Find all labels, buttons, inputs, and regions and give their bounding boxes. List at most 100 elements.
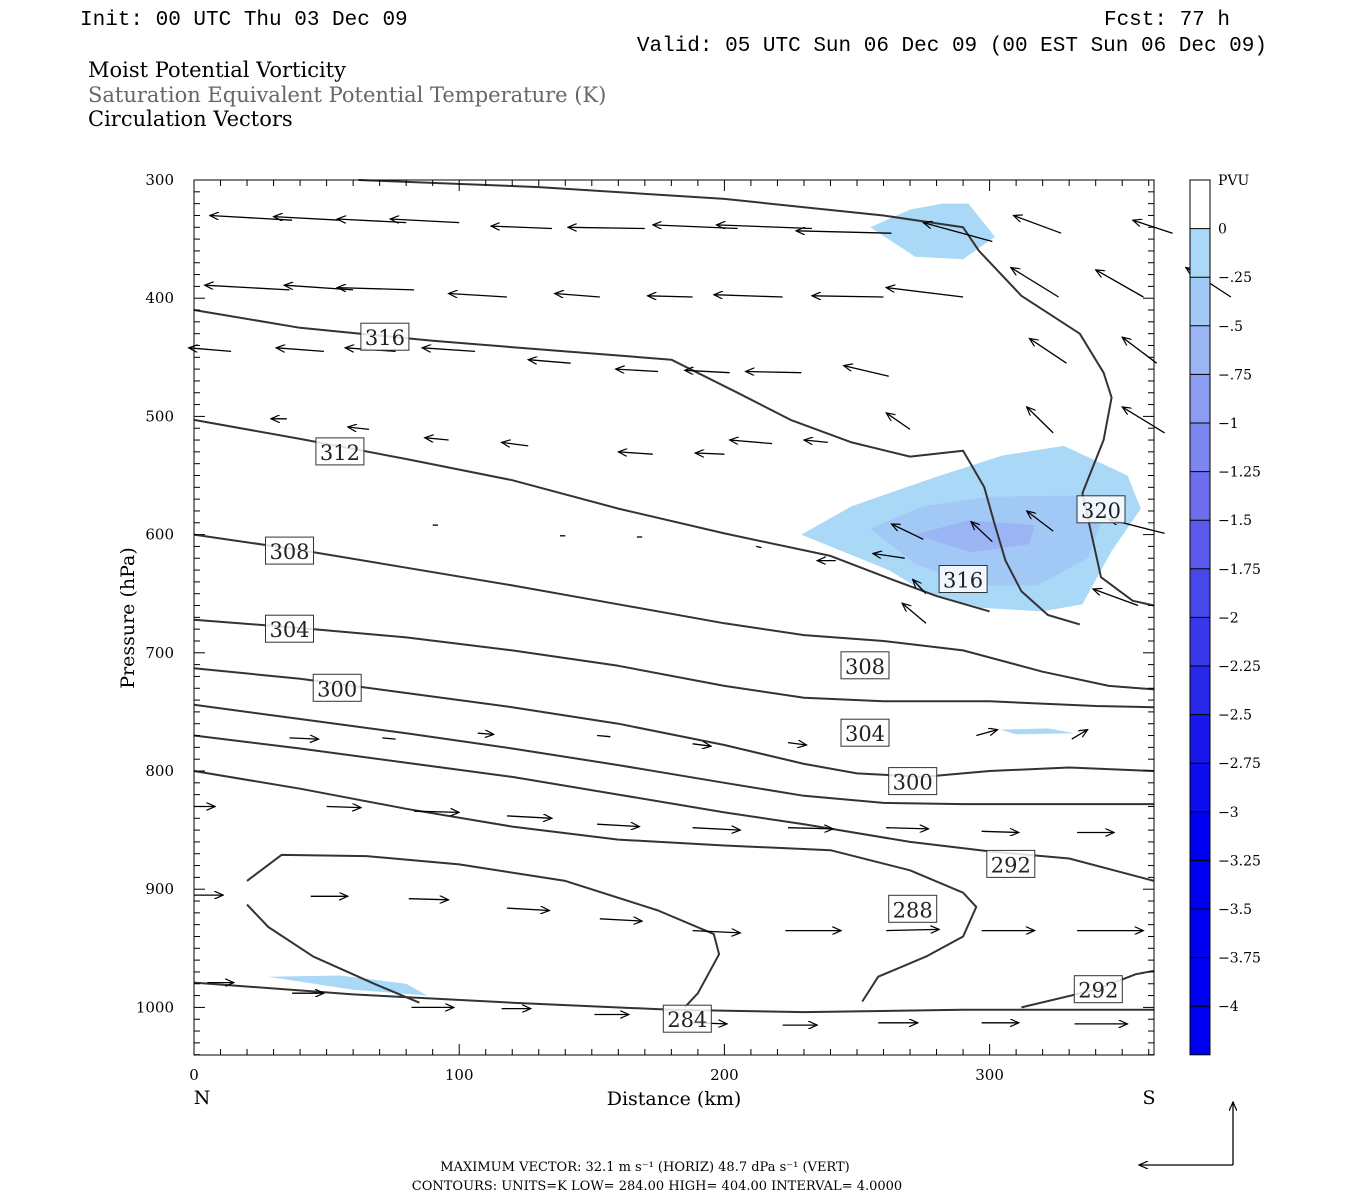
circulation-vector: [1093, 589, 1139, 607]
contour-label: 304: [265, 614, 314, 643]
theta-es-contour: [193, 703, 1154, 806]
circulation-vector: [692, 931, 741, 933]
contour-label: 312: [315, 437, 365, 466]
reference-vector: [1139, 1102, 1233, 1165]
contour-label-text: 312: [320, 441, 360, 465]
circulation-vector: [804, 440, 828, 442]
contour-label-text: 292: [991, 853, 1031, 877]
circulation-vector: [913, 580, 927, 595]
circulation-vector: [695, 453, 725, 454]
colorbar: 0 −.25 −.5 −.75 −1 −1.25 −1.5 −1.75 −2 −2.25 −2.5 −…: [1189, 179, 1261, 1056]
circulation-vector: [714, 295, 783, 297]
colorbar-swatch: [1190, 180, 1210, 229]
colorbar-swatch: [1190, 763, 1210, 812]
circulation-vector: [1027, 511, 1054, 532]
y-tick-label: 500: [145, 407, 174, 425]
colorbar-swatch: [1190, 277, 1210, 326]
circulation-vector: [408, 899, 449, 900]
circulation-vector: [189, 348, 232, 352]
circulation-vector: [892, 524, 924, 540]
contour-label-box: [360, 322, 410, 351]
contour-label-box: [840, 651, 890, 680]
vector-layer: [189, 216, 1232, 1026]
contour-label-box: [1073, 975, 1123, 1004]
circulation-vector: [886, 413, 911, 430]
colorbar-label: −2.25: [1218, 659, 1261, 675]
x-axis-label: Distance (km): [607, 1088, 742, 1110]
contour-label: 316: [360, 322, 410, 351]
contour-label-box: [662, 1004, 712, 1033]
circulation-vector: [1027, 407, 1054, 434]
contour-label: 292: [1073, 975, 1123, 1004]
contour-label-text: 308: [269, 540, 309, 564]
contour-label: 288: [888, 894, 938, 923]
field-name-mpv: Moist Potential Vorticity: [88, 58, 346, 82]
colorbar-swatch: [1190, 714, 1210, 764]
circulation-vector: [1122, 407, 1165, 434]
contour-label-text: 284: [667, 1008, 707, 1032]
circulation-vector: [685, 370, 730, 372]
circulation-vector: [449, 294, 507, 298]
circulation-vector: [502, 442, 529, 446]
contour-label: 308: [840, 651, 890, 680]
circulation-vector: [597, 824, 639, 826]
circulation-vector: [787, 743, 807, 745]
pv-shaded-region: [915, 520, 1035, 553]
contour-label-layer: 316 312 308 304 300 308 304 300 292 288 284 292 320 3…: [265, 322, 1126, 1033]
contour-label-text: 304: [269, 618, 309, 642]
circulation-vector: [616, 369, 659, 371]
circulation-vector: [902, 603, 927, 624]
circulation-vector: [923, 223, 993, 243]
circulation-vector: [289, 738, 319, 739]
circulation-vector: [390, 219, 460, 223]
contour-label-text: 292: [1078, 979, 1118, 1003]
circulation-vector: [274, 217, 340, 221]
contour-label-box: [938, 565, 988, 593]
contour-label: 320: [1076, 495, 1126, 524]
theta-es-contour: [193, 533, 1155, 691]
max-vector-note: MAXIMUM VECTOR: 32.1 m s⁻¹ (HORIZ) 48.7 …: [440, 1160, 849, 1175]
theta-es-contour: [246, 853, 721, 1009]
colorbar-title: PVU: [1218, 173, 1250, 189]
x-tick-label: 300: [975, 1066, 1004, 1084]
circulation-vector: [692, 828, 741, 830]
colorbar-swatch: [1190, 909, 1210, 958]
contour-label: 308: [265, 536, 314, 565]
theta-es-contour: [246, 903, 420, 1004]
circulation-vector: [787, 828, 833, 829]
contour-label: 300: [888, 767, 938, 796]
circulation-vector: [348, 427, 370, 429]
colorbar-label: −.5: [1218, 319, 1243, 335]
circulation-vector: [568, 227, 645, 228]
circulation-vector: [597, 734, 611, 738]
y-tick-label: 300: [145, 171, 174, 189]
colorbar-label: −2: [1218, 610, 1239, 626]
colorbar-label: −2.5: [1218, 708, 1252, 724]
circulation-vector: [599, 919, 642, 921]
circulation-vector: [276, 348, 324, 352]
circulation-vector: [422, 348, 476, 352]
circulation-vector: [425, 438, 449, 440]
circulation-vector: [1029, 338, 1067, 364]
contour-label-text: 304: [845, 722, 885, 746]
theta-es-contour: [358, 179, 1155, 607]
contour-label-box: [888, 767, 938, 796]
colorbar-swatch: [1190, 471, 1210, 521]
pv-shaded-region: [870, 203, 995, 260]
circulation-vector: [555, 294, 600, 298]
circulation-vector: [210, 216, 293, 221]
y-tick-label: 700: [145, 644, 174, 662]
pv-shaded-region: [1000, 728, 1075, 735]
circulation-vector: [796, 231, 892, 233]
circulation-vector: [414, 811, 459, 812]
colorbar-swatch: [1190, 228, 1210, 278]
x-end-label-north: N: [194, 1087, 211, 1109]
contour-label-text: 316: [365, 326, 405, 350]
circulation-vector: [1011, 268, 1059, 298]
colorbar-label: −3: [1218, 805, 1239, 821]
circulation-vector: [886, 828, 928, 829]
field-name-vectors: Circulation Vectors: [88, 107, 293, 131]
colorbar-swatch: [1190, 568, 1210, 618]
circulation-vector: [618, 452, 653, 454]
